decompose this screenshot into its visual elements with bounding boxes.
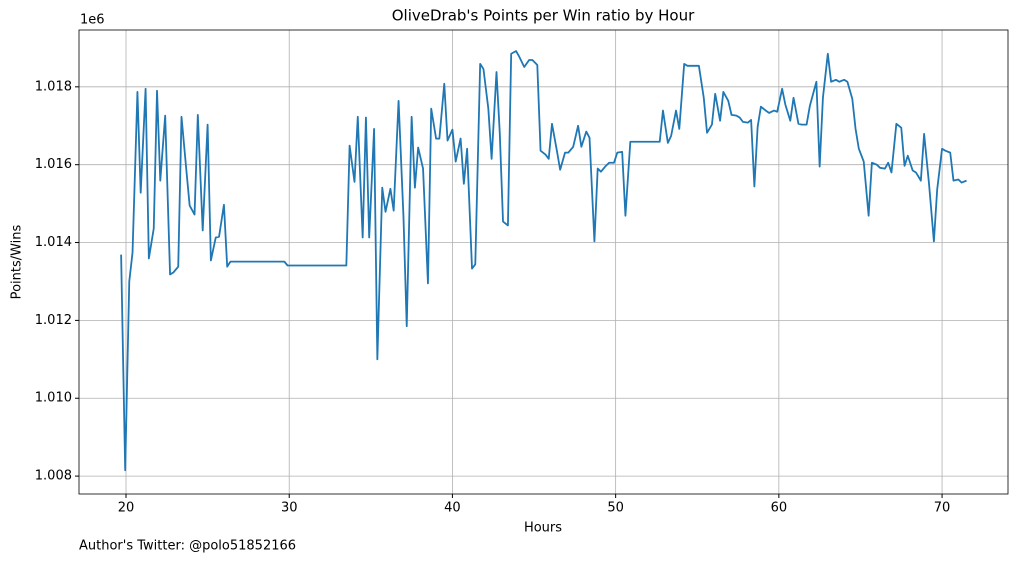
footnote: Author's Twitter: @polo51852166 (79, 539, 296, 554)
y-tick-label: 1.016 (35, 157, 72, 172)
x-tick-label: 60 (771, 501, 788, 516)
y-tick-label: 1.012 (35, 313, 72, 328)
y-offset-label: 1e6 (80, 13, 105, 28)
x-tick-label: 40 (444, 501, 461, 516)
x-tick-label: 30 (281, 501, 298, 516)
y-tick-label: 1.010 (35, 391, 72, 406)
chart-title: OliveDrab's Points per Win ratio by Hour (392, 7, 695, 25)
y-tick-label: 1.014 (35, 235, 72, 250)
x-axis-label: Hours (524, 521, 562, 536)
y-tick-label: 1.008 (35, 469, 72, 484)
x-tick-label: 50 (607, 501, 624, 516)
x-tick-label: 70 (934, 501, 951, 516)
y-axis-label: Points/Wins (10, 224, 25, 299)
plot-frame (78, 29, 1009, 495)
data-line (120, 50, 967, 472)
y-tick-label: 1.018 (35, 79, 72, 94)
x-tick-label: 20 (118, 501, 135, 516)
